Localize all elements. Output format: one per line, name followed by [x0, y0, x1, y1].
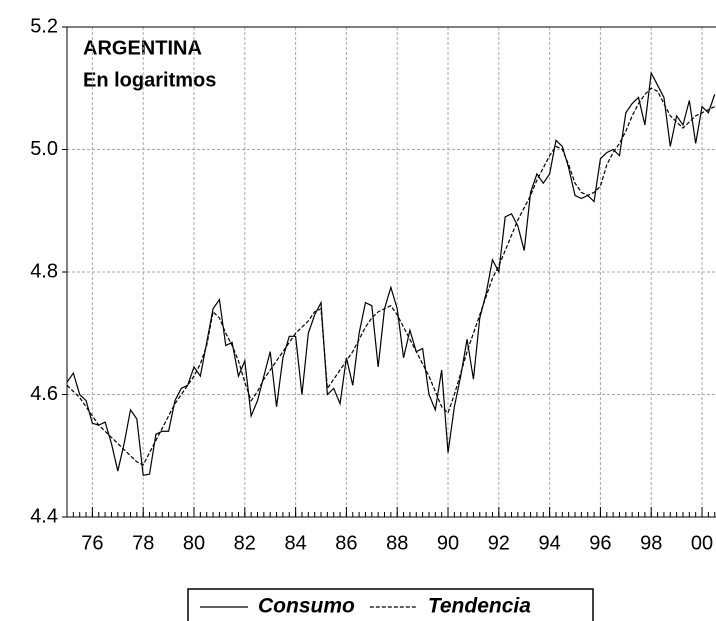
y-tick-label: 4.8 — [30, 260, 58, 282]
x-tick-label: 86 — [335, 532, 357, 554]
legend: Consumo Tendencia — [187, 588, 594, 621]
x-tick-label: 78 — [132, 532, 154, 554]
x-tick-label: 96 — [589, 532, 611, 554]
x-tick-label: 98 — [640, 532, 662, 554]
x-tick-label: 92 — [488, 532, 510, 554]
x-tick-label: 82 — [234, 532, 256, 554]
x-tick-label: 88 — [386, 532, 408, 554]
legend-label: Tendencia — [428, 595, 531, 618]
series-line — [66, 70, 716, 477]
y-tick-label: 5.2 — [30, 15, 58, 37]
x-tick-label: 90 — [437, 532, 459, 554]
y-tick-label: 4.6 — [30, 383, 58, 405]
series-line — [66, 87, 715, 466]
x-tick-label: 80 — [183, 532, 205, 554]
x-tick-label: 00 — [691, 532, 713, 554]
legend-label: Consumo — [258, 595, 355, 618]
x-tick-label: 76 — [81, 532, 103, 554]
y-tick-label: 5.0 — [30, 138, 58, 160]
x-tick-label: 94 — [538, 532, 560, 554]
legend-box — [187, 588, 594, 621]
chart-title: ARGENTINA — [83, 37, 202, 59]
x-tick-label: 84 — [284, 532, 306, 554]
y-tick-label: 4.4 — [30, 505, 58, 527]
plot-frame — [66, 26, 716, 518]
chart-subtitle: En logaritmos — [83, 69, 216, 91]
